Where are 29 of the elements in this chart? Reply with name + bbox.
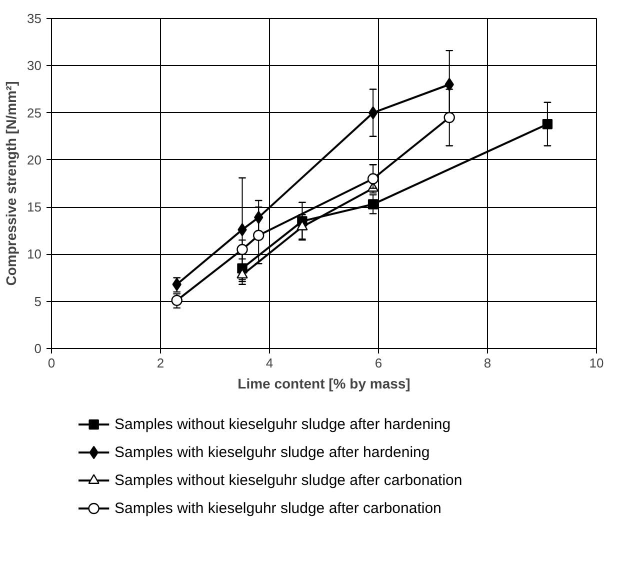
y-tick-label: 0: [34, 341, 42, 356]
legend-label: Samples with kieselguhr sludge after carbonation: [114, 500, 442, 517]
point: [444, 112, 455, 124]
point: [253, 230, 264, 241]
legend-label: Samples with kieselguhr sludge after hardening: [114, 444, 430, 461]
point: [238, 223, 247, 236]
x-tick-label: 8: [484, 356, 492, 370]
legend-label: Samples without kieselguhr sludge after carbonation: [114, 472, 462, 489]
point: [368, 106, 378, 120]
y-tick-label: 15: [27, 200, 42, 215]
y-tick-label: 30: [27, 58, 42, 74]
y-axis-title: Compressive strength [N/mm²]: [3, 81, 20, 286]
legend-label: Samples without kieselguhr sludge after hardening: [114, 416, 451, 433]
y-tick-label: 10: [27, 246, 42, 262]
point: [367, 173, 379, 184]
point: [542, 119, 553, 130]
y-tick-label: 20: [27, 152, 42, 168]
x-tick-label: 0: [48, 356, 56, 370]
y-tick-label: 5: [34, 294, 42, 309]
x-tick-label: 6: [374, 356, 382, 370]
point: [368, 199, 378, 210]
point: [236, 244, 248, 256]
x-tick-label: 2: [156, 356, 164, 370]
x-axis-title: Lime content [% by mass]: [238, 376, 410, 392]
y-tick-label: 35: [27, 11, 42, 26]
point: [296, 220, 308, 230]
y-tick-label: 25: [27, 105, 42, 120]
x-tick-label: 4: [266, 356, 274, 370]
x-tick-label: 10: [589, 356, 604, 370]
